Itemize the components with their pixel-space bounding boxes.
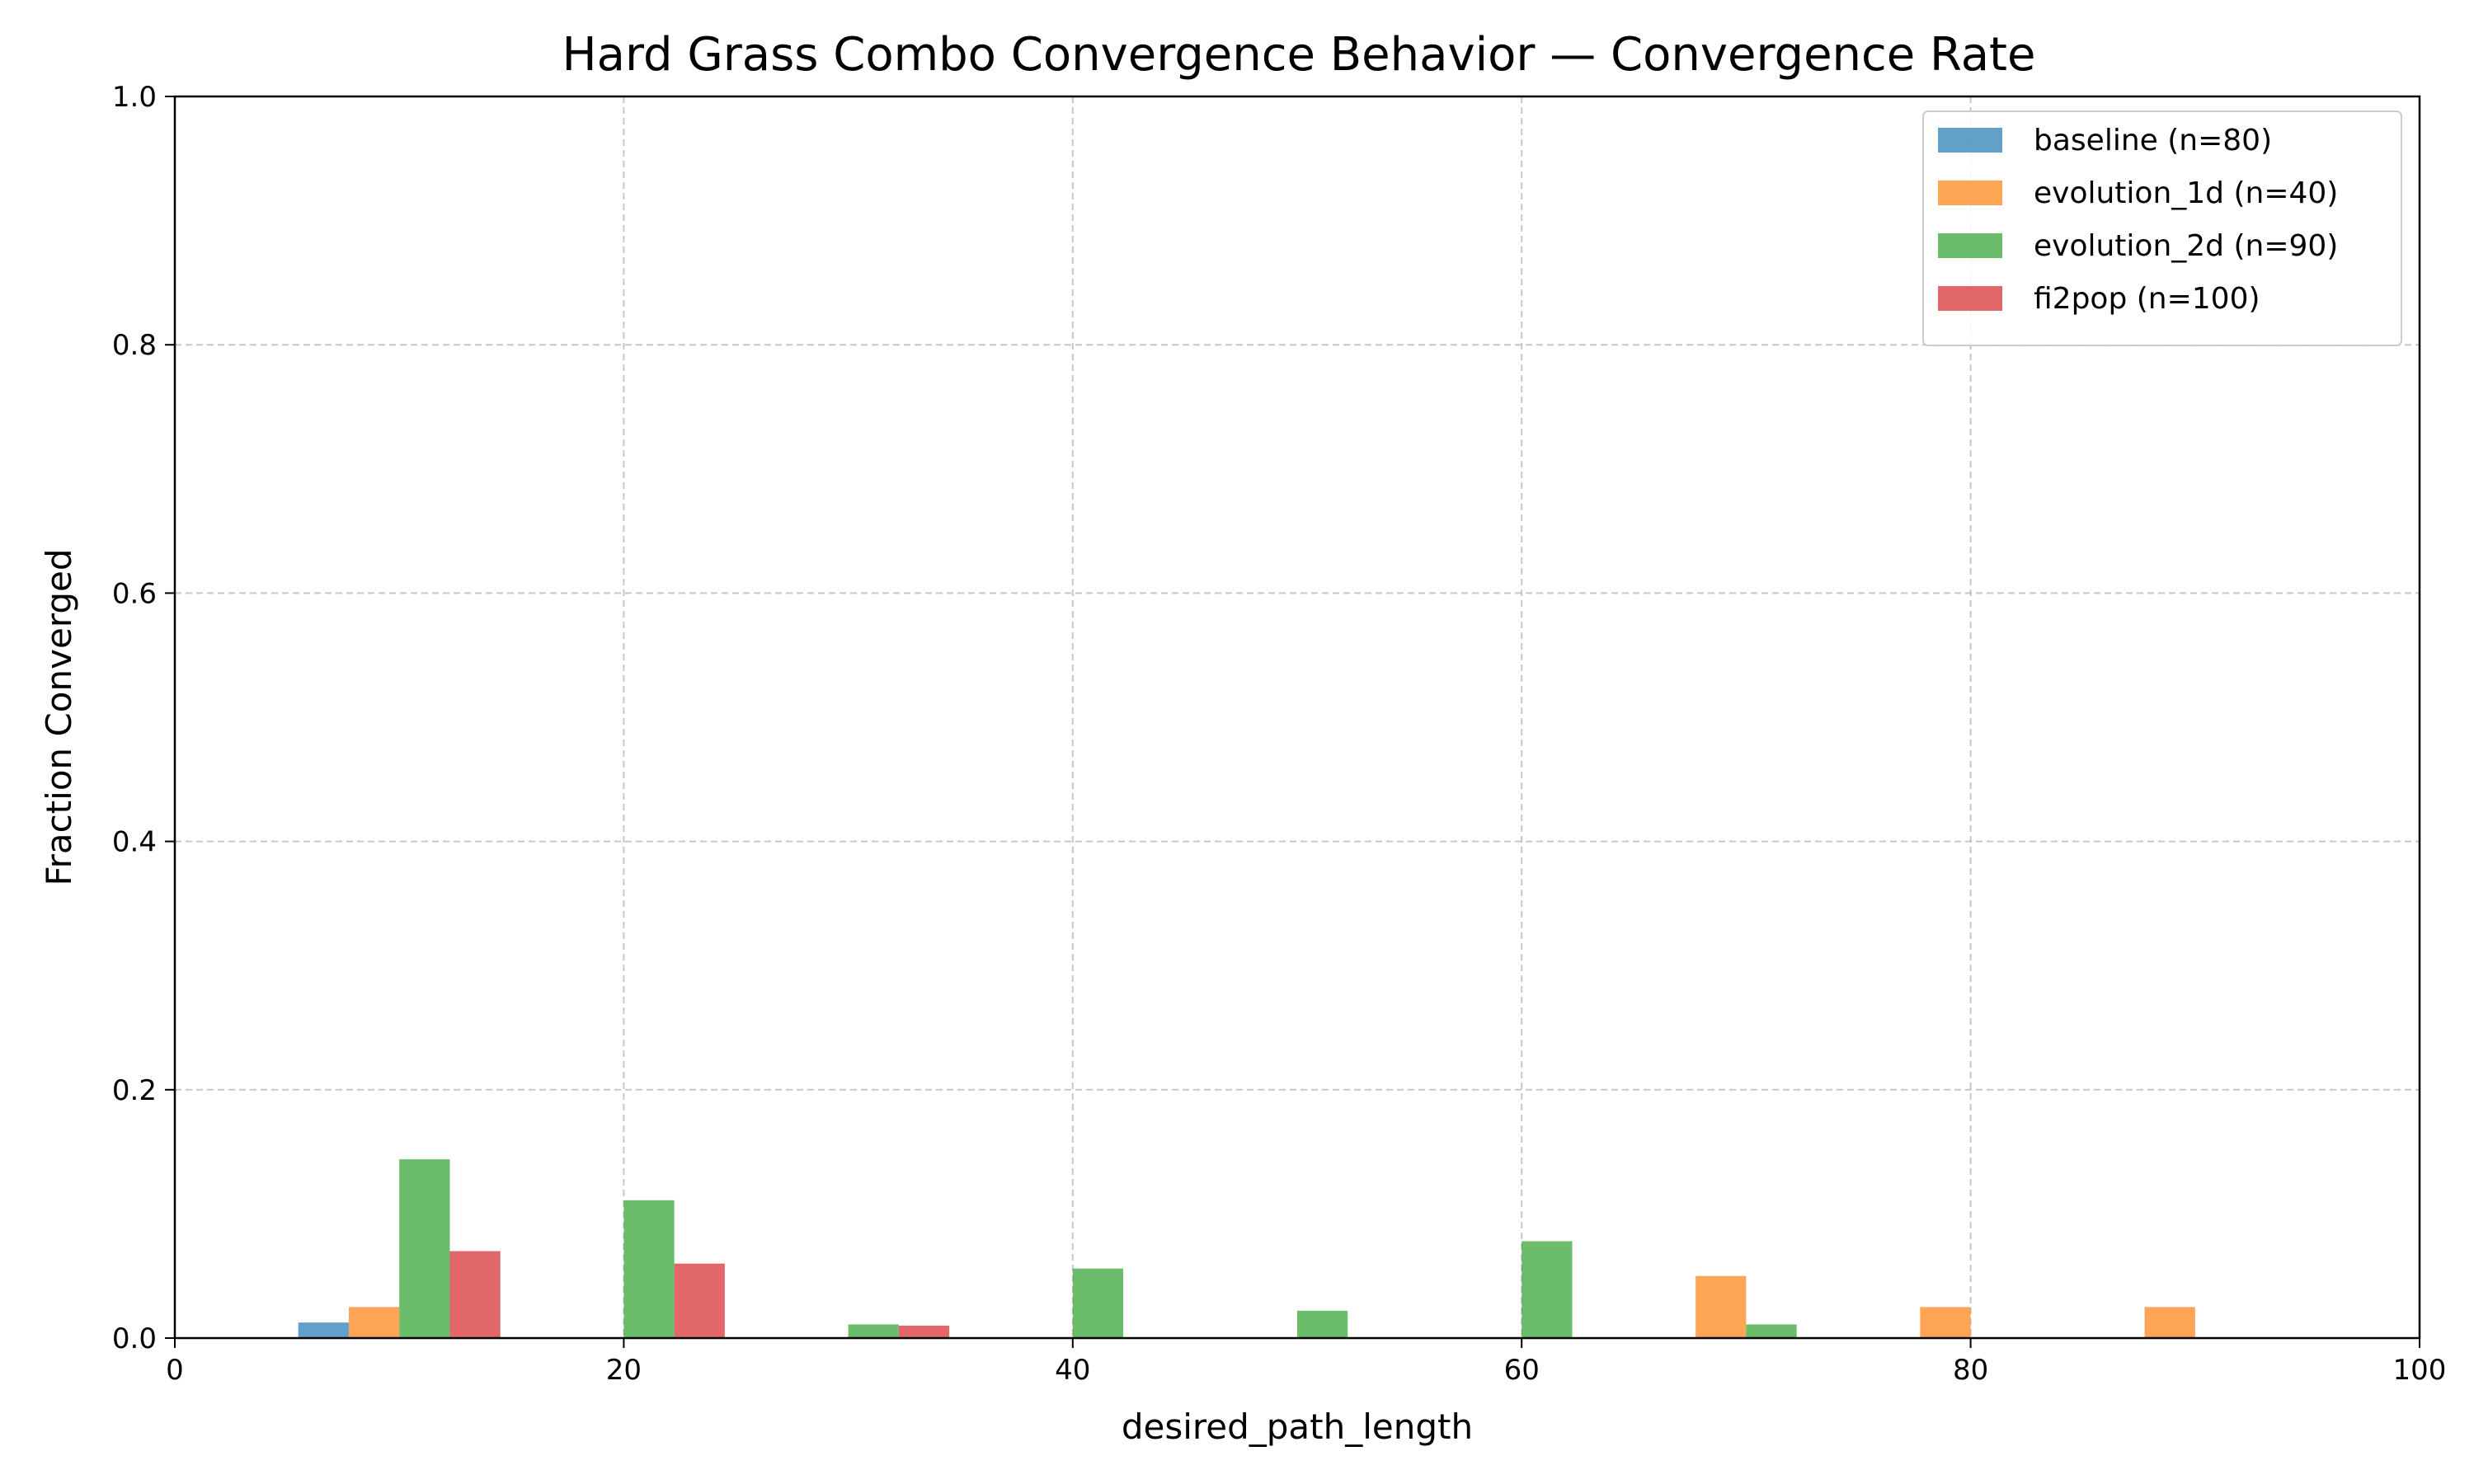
legend-swatch — [1938, 286, 2002, 311]
x-tick-label: 40 — [1055, 1354, 1090, 1387]
ticks: 0 20 40 60 80 100 0.0 0.2 0.4 0.6 0.8 1.0 — [112, 81, 2447, 1387]
plot-frame — [173, 95, 2421, 1340]
legend-swatch — [1938, 128, 2002, 153]
y-tick-label: 0.8 — [112, 329, 157, 362]
legend-box — [1922, 110, 2402, 346]
y-tick-label: 0.2 — [112, 1074, 157, 1107]
legend-label: evolution_1d (n=40) — [2034, 176, 2338, 210]
bar-evolution_2d-60 — [1522, 1241, 1573, 1338]
bar-fi2pop-20 — [674, 1263, 725, 1338]
bar-evolution_1d-70 — [1696, 1275, 1747, 1338]
bar-fi2pop-30 — [898, 1325, 950, 1338]
legend-label: baseline (n=80) — [2034, 124, 2272, 157]
y-tick-label: 0.4 — [112, 826, 157, 859]
bar-evolution_2d-40 — [1072, 1268, 1124, 1338]
legend-swatch — [1938, 181, 2002, 205]
bar-evolution_1d-90 — [2144, 1307, 2195, 1338]
bar-evolution_2d-70 — [1746, 1324, 1797, 1338]
y-tick-label: 1.0 — [112, 81, 157, 114]
bar-evolution_2d-30 — [848, 1324, 899, 1338]
bar-evolution_2d-50 — [1297, 1310, 1348, 1338]
x-tick-label: 100 — [2393, 1354, 2447, 1387]
legend-label: evolution_2d (n=90) — [2034, 229, 2338, 263]
x-tick-label: 20 — [606, 1354, 642, 1387]
bar-evolution_1d-80 — [1920, 1307, 1971, 1338]
bar-evolution_2d-20 — [623, 1200, 675, 1338]
legend-label: fi2pop (n=100) — [2034, 282, 2260, 316]
legend-swatch — [1938, 233, 2002, 258]
y-tick-label: 0.6 — [112, 577, 157, 610]
y-tick-label: 0.0 — [112, 1322, 157, 1355]
chart-title: Hard Grass Combo Convergence Behavior — … — [562, 28, 2036, 82]
y-axis-title: Fraction Converged — [39, 548, 79, 885]
bar-evolution_1d-10 — [348, 1307, 400, 1338]
x-tick-label: 80 — [1953, 1354, 1988, 1387]
bar-baseline-10 — [298, 1322, 349, 1338]
bar-evolution_2d-10 — [399, 1159, 450, 1338]
x-tick-label: 0 — [166, 1354, 184, 1387]
bar-fi2pop-10 — [449, 1251, 501, 1338]
bars — [298, 1159, 2195, 1338]
x-axis-title: desired_path_length — [1122, 1407, 1473, 1447]
legend: baseline (n=80) evolution_1d (n=40) evolut… — [1922, 110, 2402, 346]
x-tick-label: 60 — [1504, 1354, 1540, 1387]
